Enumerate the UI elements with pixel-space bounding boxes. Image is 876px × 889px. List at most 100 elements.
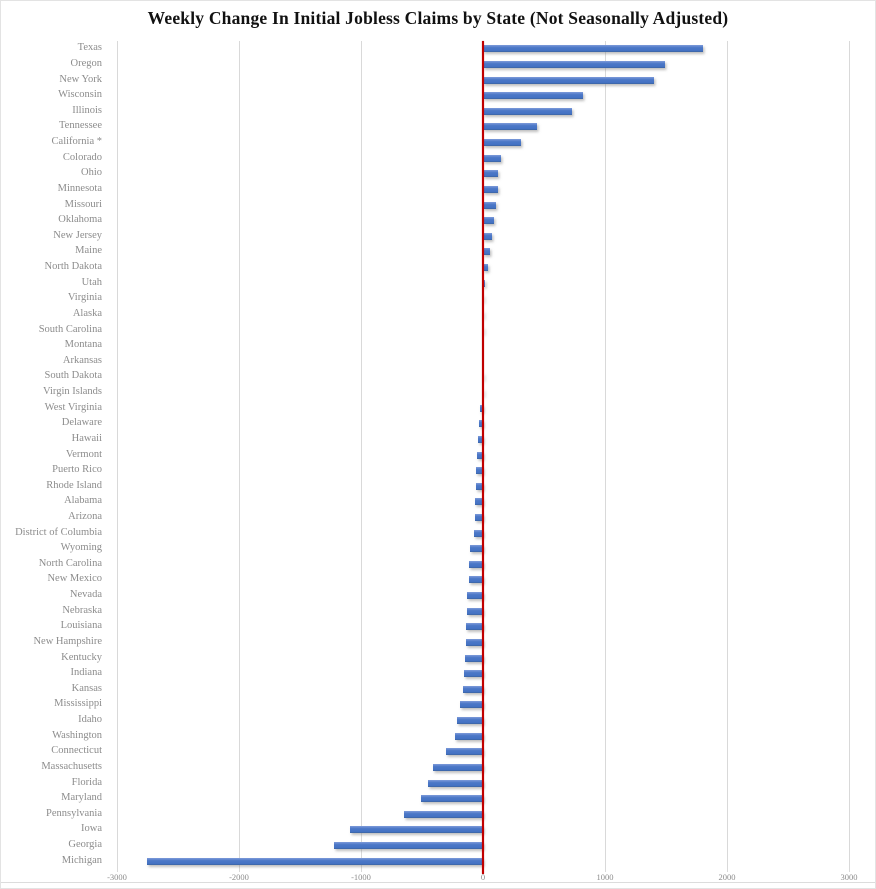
bar-pennsylvania bbox=[404, 810, 483, 818]
category-label: Indiana bbox=[70, 667, 103, 679]
bar-district-of-columbia bbox=[473, 529, 483, 537]
category-label: Montana bbox=[64, 339, 102, 351]
bar-connecticut bbox=[445, 748, 483, 756]
bar-mississippi bbox=[460, 701, 483, 709]
bar-indiana bbox=[464, 670, 483, 678]
bar-tennessee bbox=[483, 123, 537, 131]
bar-kansas bbox=[462, 685, 483, 693]
bar-new-jersey bbox=[483, 232, 492, 240]
category-label: Arkansas bbox=[62, 354, 102, 366]
category-label: Maine bbox=[75, 245, 102, 257]
x-tick-label: 2000 bbox=[718, 872, 736, 882]
category-label: Puerto Rico bbox=[52, 464, 102, 476]
bar-new-hampshire bbox=[465, 638, 483, 646]
category-label: Tennessee bbox=[59, 120, 102, 132]
category-label: New Hampshire bbox=[33, 635, 102, 647]
category-label: North Carolina bbox=[38, 557, 102, 569]
category-label: Idaho bbox=[78, 714, 102, 726]
bar-alabama bbox=[475, 498, 483, 506]
category-label: Nevada bbox=[69, 589, 102, 601]
bar-oregon bbox=[483, 60, 665, 68]
x-tick-label: 0 bbox=[480, 872, 486, 882]
bar-maine bbox=[483, 248, 490, 256]
gridline--2000 bbox=[238, 41, 240, 872]
category-label: Virgin Islands bbox=[43, 386, 102, 397]
bar-kentucky bbox=[464, 654, 483, 662]
category-label: New York bbox=[59, 73, 102, 85]
bar-louisiana bbox=[466, 623, 483, 631]
category-label: Alabama bbox=[64, 495, 102, 507]
category-label: Illinois bbox=[72, 104, 102, 116]
bar-hawaii bbox=[477, 435, 483, 443]
category-label: Louisiana bbox=[60, 620, 102, 632]
bar-arizona bbox=[474, 513, 483, 521]
category-label: North Dakota bbox=[44, 261, 102, 273]
bar-maryland bbox=[421, 795, 483, 803]
bar-new-mexico bbox=[468, 576, 483, 584]
category-label: Washington bbox=[52, 729, 102, 741]
bar-colorado bbox=[483, 154, 501, 162]
bar-nevada bbox=[467, 592, 483, 600]
category-label: Utah bbox=[81, 276, 102, 288]
chart-bottom-border bbox=[1, 882, 875, 883]
bar-utah bbox=[483, 279, 485, 287]
bar-delaware bbox=[478, 420, 483, 428]
bar-puerto-rico bbox=[476, 467, 483, 475]
category-label: Missouri bbox=[64, 198, 102, 210]
bar-rhode-island bbox=[475, 482, 483, 490]
category-label: Georgia bbox=[68, 839, 102, 851]
bar-michigan bbox=[146, 857, 483, 865]
bar-washington bbox=[454, 732, 483, 740]
category-label: District of Columbia bbox=[15, 526, 102, 538]
bar-nebraska bbox=[466, 607, 483, 615]
category-label: Kansas bbox=[71, 682, 102, 694]
gridline-1000 bbox=[604, 41, 606, 872]
bar-florida bbox=[427, 779, 483, 787]
bar-new-york bbox=[483, 76, 654, 84]
x-tick-label: -3000 bbox=[107, 872, 127, 882]
x-tick-label: 3000 bbox=[840, 872, 858, 882]
category-label: Minnesota bbox=[57, 182, 102, 194]
category-label: Colorado bbox=[62, 151, 102, 163]
bar-wisconsin bbox=[483, 92, 584, 100]
bar-minnesota bbox=[483, 185, 499, 193]
bar-north-carolina bbox=[469, 560, 483, 568]
category-label: Mississippi bbox=[54, 698, 102, 710]
category-label: Ohio bbox=[81, 167, 102, 179]
category-label: Rhode Island bbox=[46, 479, 102, 491]
category-label: Wyoming bbox=[60, 542, 102, 554]
category-label: Florida bbox=[71, 776, 102, 788]
zero-axis-line bbox=[482, 41, 484, 874]
bar-north-dakota bbox=[483, 264, 488, 272]
bar-vermont bbox=[477, 451, 483, 459]
category-label: Maryland bbox=[61, 792, 102, 804]
gridline--1000 bbox=[360, 41, 362, 872]
category-label: Kentucky bbox=[61, 651, 102, 663]
category-label: Massachusetts bbox=[41, 760, 102, 772]
category-label: South Dakota bbox=[44, 370, 102, 382]
category-label: New Mexico bbox=[47, 573, 102, 585]
category-label: Alaska bbox=[72, 307, 102, 319]
bar-texas bbox=[483, 45, 703, 53]
gridline--3000 bbox=[116, 41, 118, 872]
category-label: Texas bbox=[77, 42, 102, 54]
category-label: Oregon bbox=[70, 57, 103, 69]
bar-ohio bbox=[483, 170, 499, 178]
category-label: Delaware bbox=[61, 417, 102, 429]
bar-iowa bbox=[350, 826, 483, 834]
bar-illinois bbox=[483, 107, 573, 115]
category-label: Virginia bbox=[67, 292, 102, 304]
bar-massachusetts bbox=[432, 763, 483, 771]
category-label: West Virginia bbox=[44, 401, 102, 413]
x-tick-label: -1000 bbox=[351, 872, 371, 882]
bar-idaho bbox=[457, 717, 483, 725]
category-label: New Jersey bbox=[53, 229, 102, 241]
bar-georgia bbox=[334, 842, 483, 850]
category-label: Nebraska bbox=[62, 604, 102, 616]
category-label: South Carolina bbox=[38, 323, 102, 335]
bar-west-virginia bbox=[479, 404, 483, 412]
category-label: Wisconsin bbox=[58, 89, 102, 101]
bar-oklahoma bbox=[483, 217, 495, 225]
x-tick-label: -2000 bbox=[229, 872, 249, 882]
